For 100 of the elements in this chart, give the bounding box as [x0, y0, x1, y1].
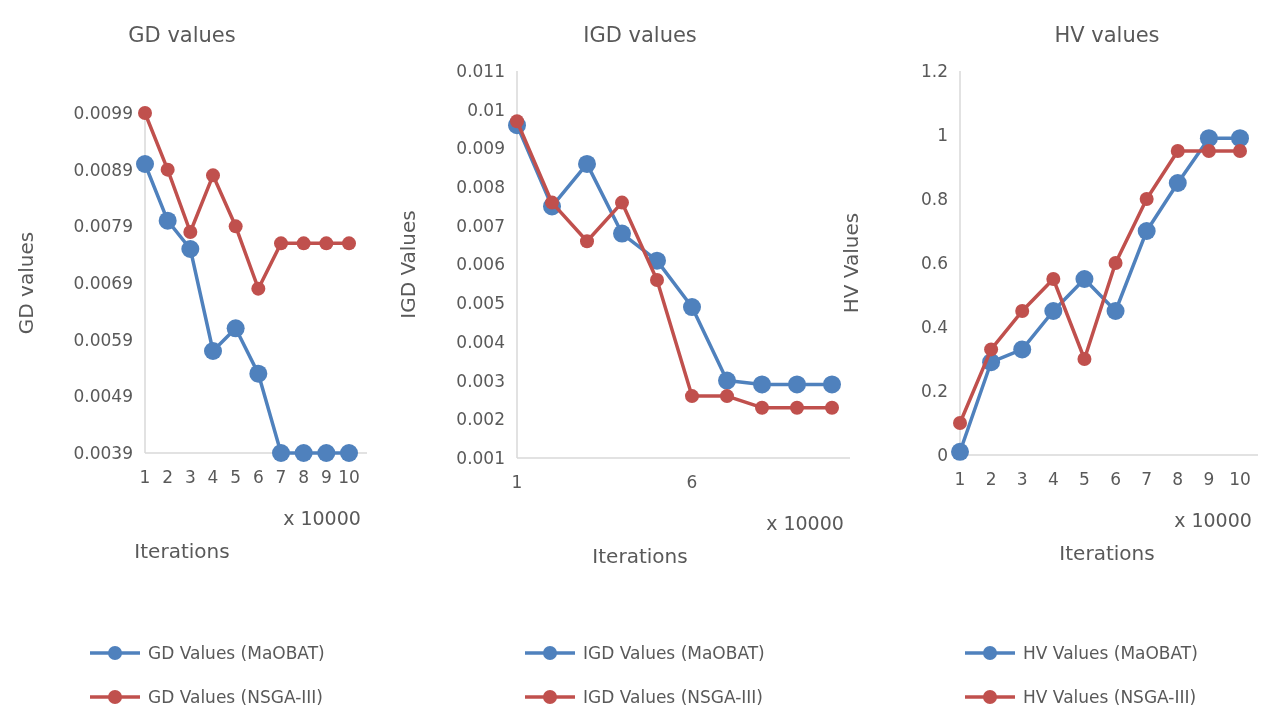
- text: x 10000: [1174, 509, 1252, 531]
- point: [228, 219, 243, 234]
- point: [158, 211, 177, 230]
- x-tick-label: 1: [511, 472, 523, 492]
- point: [136, 155, 154, 173]
- y-tick-label: 0.8: [920, 188, 948, 209]
- point: [984, 342, 999, 357]
- point: [294, 444, 313, 462]
- point: [790, 400, 804, 415]
- x-tick-label: 7: [1141, 469, 1153, 489]
- point: [823, 375, 841, 394]
- point: [753, 375, 771, 394]
- x-axis-title: Iterations: [134, 539, 230, 563]
- point: [615, 195, 629, 210]
- y-tick-label: 0.009: [456, 138, 505, 159]
- point: [317, 444, 336, 462]
- y-tick-label: 0.002: [456, 409, 505, 430]
- y-tick-label: 0.004: [456, 331, 505, 352]
- point: [274, 236, 288, 251]
- point: [1106, 302, 1125, 320]
- x-tick-label: 8: [298, 467, 310, 487]
- x-tick-label: 2: [162, 467, 174, 487]
- point: [1201, 144, 1216, 158]
- point: [1015, 304, 1030, 318]
- point: [650, 272, 664, 287]
- point: [788, 375, 806, 394]
- y-axis-title: IGD Values: [396, 210, 420, 319]
- x-tick-label: 1: [139, 467, 151, 487]
- y-tick-label: 0.0059: [73, 329, 133, 350]
- point: [204, 342, 222, 360]
- x-tick-label: 6: [1110, 469, 1121, 489]
- legend-label: IGD Values (NSGA-III): [583, 686, 764, 707]
- y-tick-label: 0.003: [456, 370, 505, 391]
- y-tick-label: 0.0049: [73, 386, 133, 407]
- point: [1168, 174, 1187, 192]
- y-tick-label: 0.0089: [73, 159, 133, 180]
- x-tick-label: 9: [320, 467, 332, 487]
- point: [183, 225, 198, 239]
- point: [613, 224, 631, 243]
- y-tick-label: 0.0069: [73, 272, 133, 293]
- point: [342, 236, 356, 251]
- x-tick-label: 2: [985, 469, 997, 489]
- chart-title: HV values: [1054, 23, 1160, 47]
- point: [580, 234, 594, 249]
- x-tick-label: 7: [275, 467, 287, 487]
- y-tick-label: 0.2: [920, 380, 948, 401]
- legend-label: GD Values (MaOBAT): [148, 642, 325, 663]
- point: [340, 444, 358, 462]
- point: [1108, 256, 1123, 270]
- point: [319, 236, 334, 251]
- point: [138, 106, 152, 120]
- x-tick-label: 6: [252, 467, 264, 487]
- point: [1231, 129, 1249, 148]
- x-tick-label: 3: [1016, 469, 1028, 489]
- x-tick-label: 4: [1047, 469, 1059, 489]
- y-tick-label: 1: [937, 124, 948, 145]
- point: [545, 195, 559, 210]
- text: x 10000: [283, 507, 361, 529]
- point: [510, 114, 524, 129]
- x-tick-label: 4: [207, 467, 219, 487]
- point: [226, 319, 245, 338]
- y-axis-title: GD values: [14, 231, 38, 335]
- point: [1044, 302, 1063, 320]
- legend-label: HV Values (MaOBAT): [1023, 642, 1198, 663]
- x-tick-label: 5: [1079, 469, 1090, 489]
- y-tick-label: 0.0039: [73, 442, 133, 463]
- y-tick-label: 0.005: [456, 293, 505, 314]
- legend-label: IGD Values (MaOBAT): [583, 642, 765, 663]
- text: x 10000: [766, 512, 844, 534]
- y-tick-label: 0.007: [456, 215, 505, 236]
- y-tick-label: 0.006: [456, 254, 505, 275]
- y-tick-label: 0.4: [920, 316, 948, 337]
- y-tick-label: 0: [937, 444, 948, 465]
- point: [1233, 144, 1247, 158]
- point: [1046, 272, 1061, 286]
- point: [951, 442, 969, 461]
- chart-title: IGD values: [583, 23, 697, 47]
- x-tick-label: 8: [1172, 469, 1184, 489]
- x-tick-label: 10: [338, 467, 360, 487]
- y-axis-title: HV Values: [839, 212, 863, 314]
- point: [683, 298, 701, 317]
- point: [181, 240, 200, 258]
- point: [1075, 270, 1094, 288]
- y-tick-label: 0.011: [456, 60, 505, 81]
- y-tick-label: 0.6: [920, 252, 948, 273]
- point: [953, 416, 967, 430]
- x-tick-label: 3: [184, 467, 196, 487]
- point: [1077, 352, 1092, 366]
- point: [578, 154, 596, 173]
- point: [272, 444, 290, 462]
- y-tick-label: 0.01: [467, 99, 505, 120]
- point: [251, 281, 266, 296]
- point: [1013, 340, 1032, 359]
- point: [1199, 129, 1218, 148]
- point: [1137, 222, 1156, 240]
- y-tick-label: 0.0079: [73, 216, 133, 237]
- x-tick-label: 5: [230, 467, 242, 487]
- chart-title: GD values: [128, 23, 236, 47]
- legend-label: HV Values (NSGA-III): [1023, 686, 1197, 707]
- point: [755, 400, 769, 415]
